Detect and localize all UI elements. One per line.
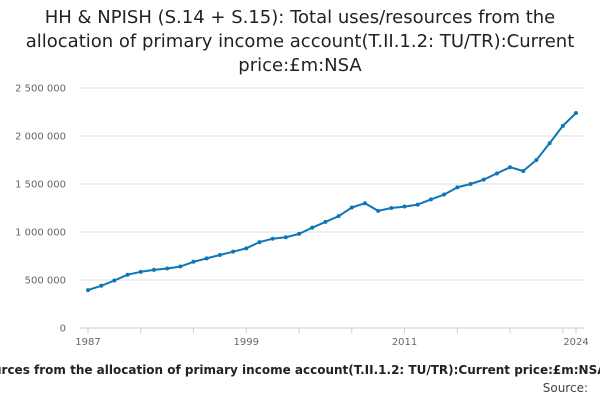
- x-tick-label: 2011: [392, 337, 417, 348]
- x-axis-tick-labels: 1987 1999 2011 2024: [75, 337, 588, 348]
- data-point: [336, 214, 341, 219]
- y-axis-tick-labels: 0 500 000 1 000 000 1 500 000 2 000 000 2 500…: [15, 84, 66, 335]
- data-point: [191, 259, 196, 264]
- x-tick-label: 1999: [234, 337, 259, 348]
- data-point: [204, 256, 209, 261]
- data-point: [481, 177, 486, 182]
- y-tick-label: 2 500 000: [15, 84, 66, 95]
- series-path: [87, 112, 577, 292]
- series-line: [87, 112, 577, 292]
- y-tick-label: 500 000: [25, 276, 66, 287]
- data-point: [297, 231, 302, 236]
- data-point: [244, 246, 249, 251]
- data-point: [125, 272, 130, 277]
- y-tick-label: 2 000 000: [15, 132, 66, 143]
- data-point: [323, 219, 328, 224]
- data-point: [376, 208, 381, 213]
- data-point: [310, 225, 315, 230]
- chart-title: HH & NPISH (S.14 + S.15): Total uses/res…: [25, 7, 575, 76]
- data-point: [389, 206, 394, 210]
- source-label: Source:: [542, 381, 588, 395]
- data-point: [521, 169, 526, 174]
- data-point: [151, 267, 156, 272]
- data-point: [217, 253, 222, 258]
- data-point: [402, 204, 407, 209]
- data-points: [86, 110, 578, 293]
- data-point: [231, 249, 236, 254]
- data-point: [574, 110, 578, 115]
- data-point: [349, 205, 354, 210]
- data-point: [455, 185, 460, 190]
- x-tick-label: 1987: [75, 337, 100, 348]
- data-point: [428, 197, 433, 202]
- footer-caption: HH & NPISH (S.14 + S.15): Total uses/res…: [0, 363, 600, 377]
- data-point: [257, 240, 262, 245]
- data-point: [415, 202, 420, 207]
- data-point: [112, 278, 117, 283]
- data-point: [138, 269, 143, 274]
- data-point: [86, 288, 90, 293]
- data-point: [165, 266, 170, 271]
- data-point: [508, 165, 513, 170]
- data-point: [494, 171, 499, 176]
- y-tick-label: 0: [60, 324, 66, 335]
- data-point: [99, 283, 104, 288]
- y-tick-label: 1 500 000: [15, 180, 66, 191]
- data-point: [362, 201, 367, 206]
- y-tick-label: 1 000 000: [15, 228, 66, 239]
- data-point: [560, 123, 565, 128]
- data-point: [534, 158, 539, 162]
- data-point: [178, 264, 183, 269]
- data-point: [547, 141, 552, 146]
- x-axis: [80, 327, 584, 333]
- grid-lines: [80, 87, 584, 329]
- data-point: [442, 192, 447, 197]
- x-tick-label: 2024: [563, 337, 588, 348]
- data-point: [468, 182, 473, 186]
- data-point: [283, 235, 288, 240]
- data-point: [270, 236, 275, 241]
- footer-caption-container: HH & NPISH (S.14 + S.15): Total uses/res…: [0, 363, 600, 381]
